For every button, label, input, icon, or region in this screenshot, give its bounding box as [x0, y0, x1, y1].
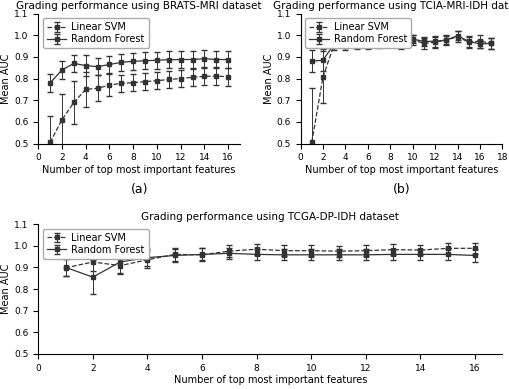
Text: (a): (a)	[130, 182, 148, 196]
Legend: Linear SVM, Random Forest: Linear SVM, Random Forest	[43, 229, 148, 259]
X-axis label: Number of top most important features: Number of top most important features	[173, 375, 366, 385]
Title: Grading performance using BRATS-MRI dataset: Grading performance using BRATS-MRI data…	[16, 2, 262, 11]
Y-axis label: Mean AUC: Mean AUC	[2, 264, 11, 314]
Text: (b): (b)	[392, 182, 409, 196]
Title: Grading performance using TCIA-MRI-IDH dataset: Grading performance using TCIA-MRI-IDH d…	[272, 2, 509, 11]
Legend: Linear SVM, Random Forest: Linear SVM, Random Forest	[43, 18, 148, 48]
X-axis label: Number of top most important features: Number of top most important features	[42, 165, 235, 175]
Title: Grading performance using TCGA-DP-IDH dataset: Grading performance using TCGA-DP-IDH da…	[141, 212, 399, 222]
Legend: Linear SVM, Random Forest: Linear SVM, Random Forest	[305, 18, 410, 48]
Y-axis label: Mean AUC: Mean AUC	[2, 53, 11, 104]
X-axis label: Number of top most important features: Number of top most important features	[304, 165, 497, 175]
Y-axis label: Mean AUC: Mean AUC	[263, 53, 273, 104]
